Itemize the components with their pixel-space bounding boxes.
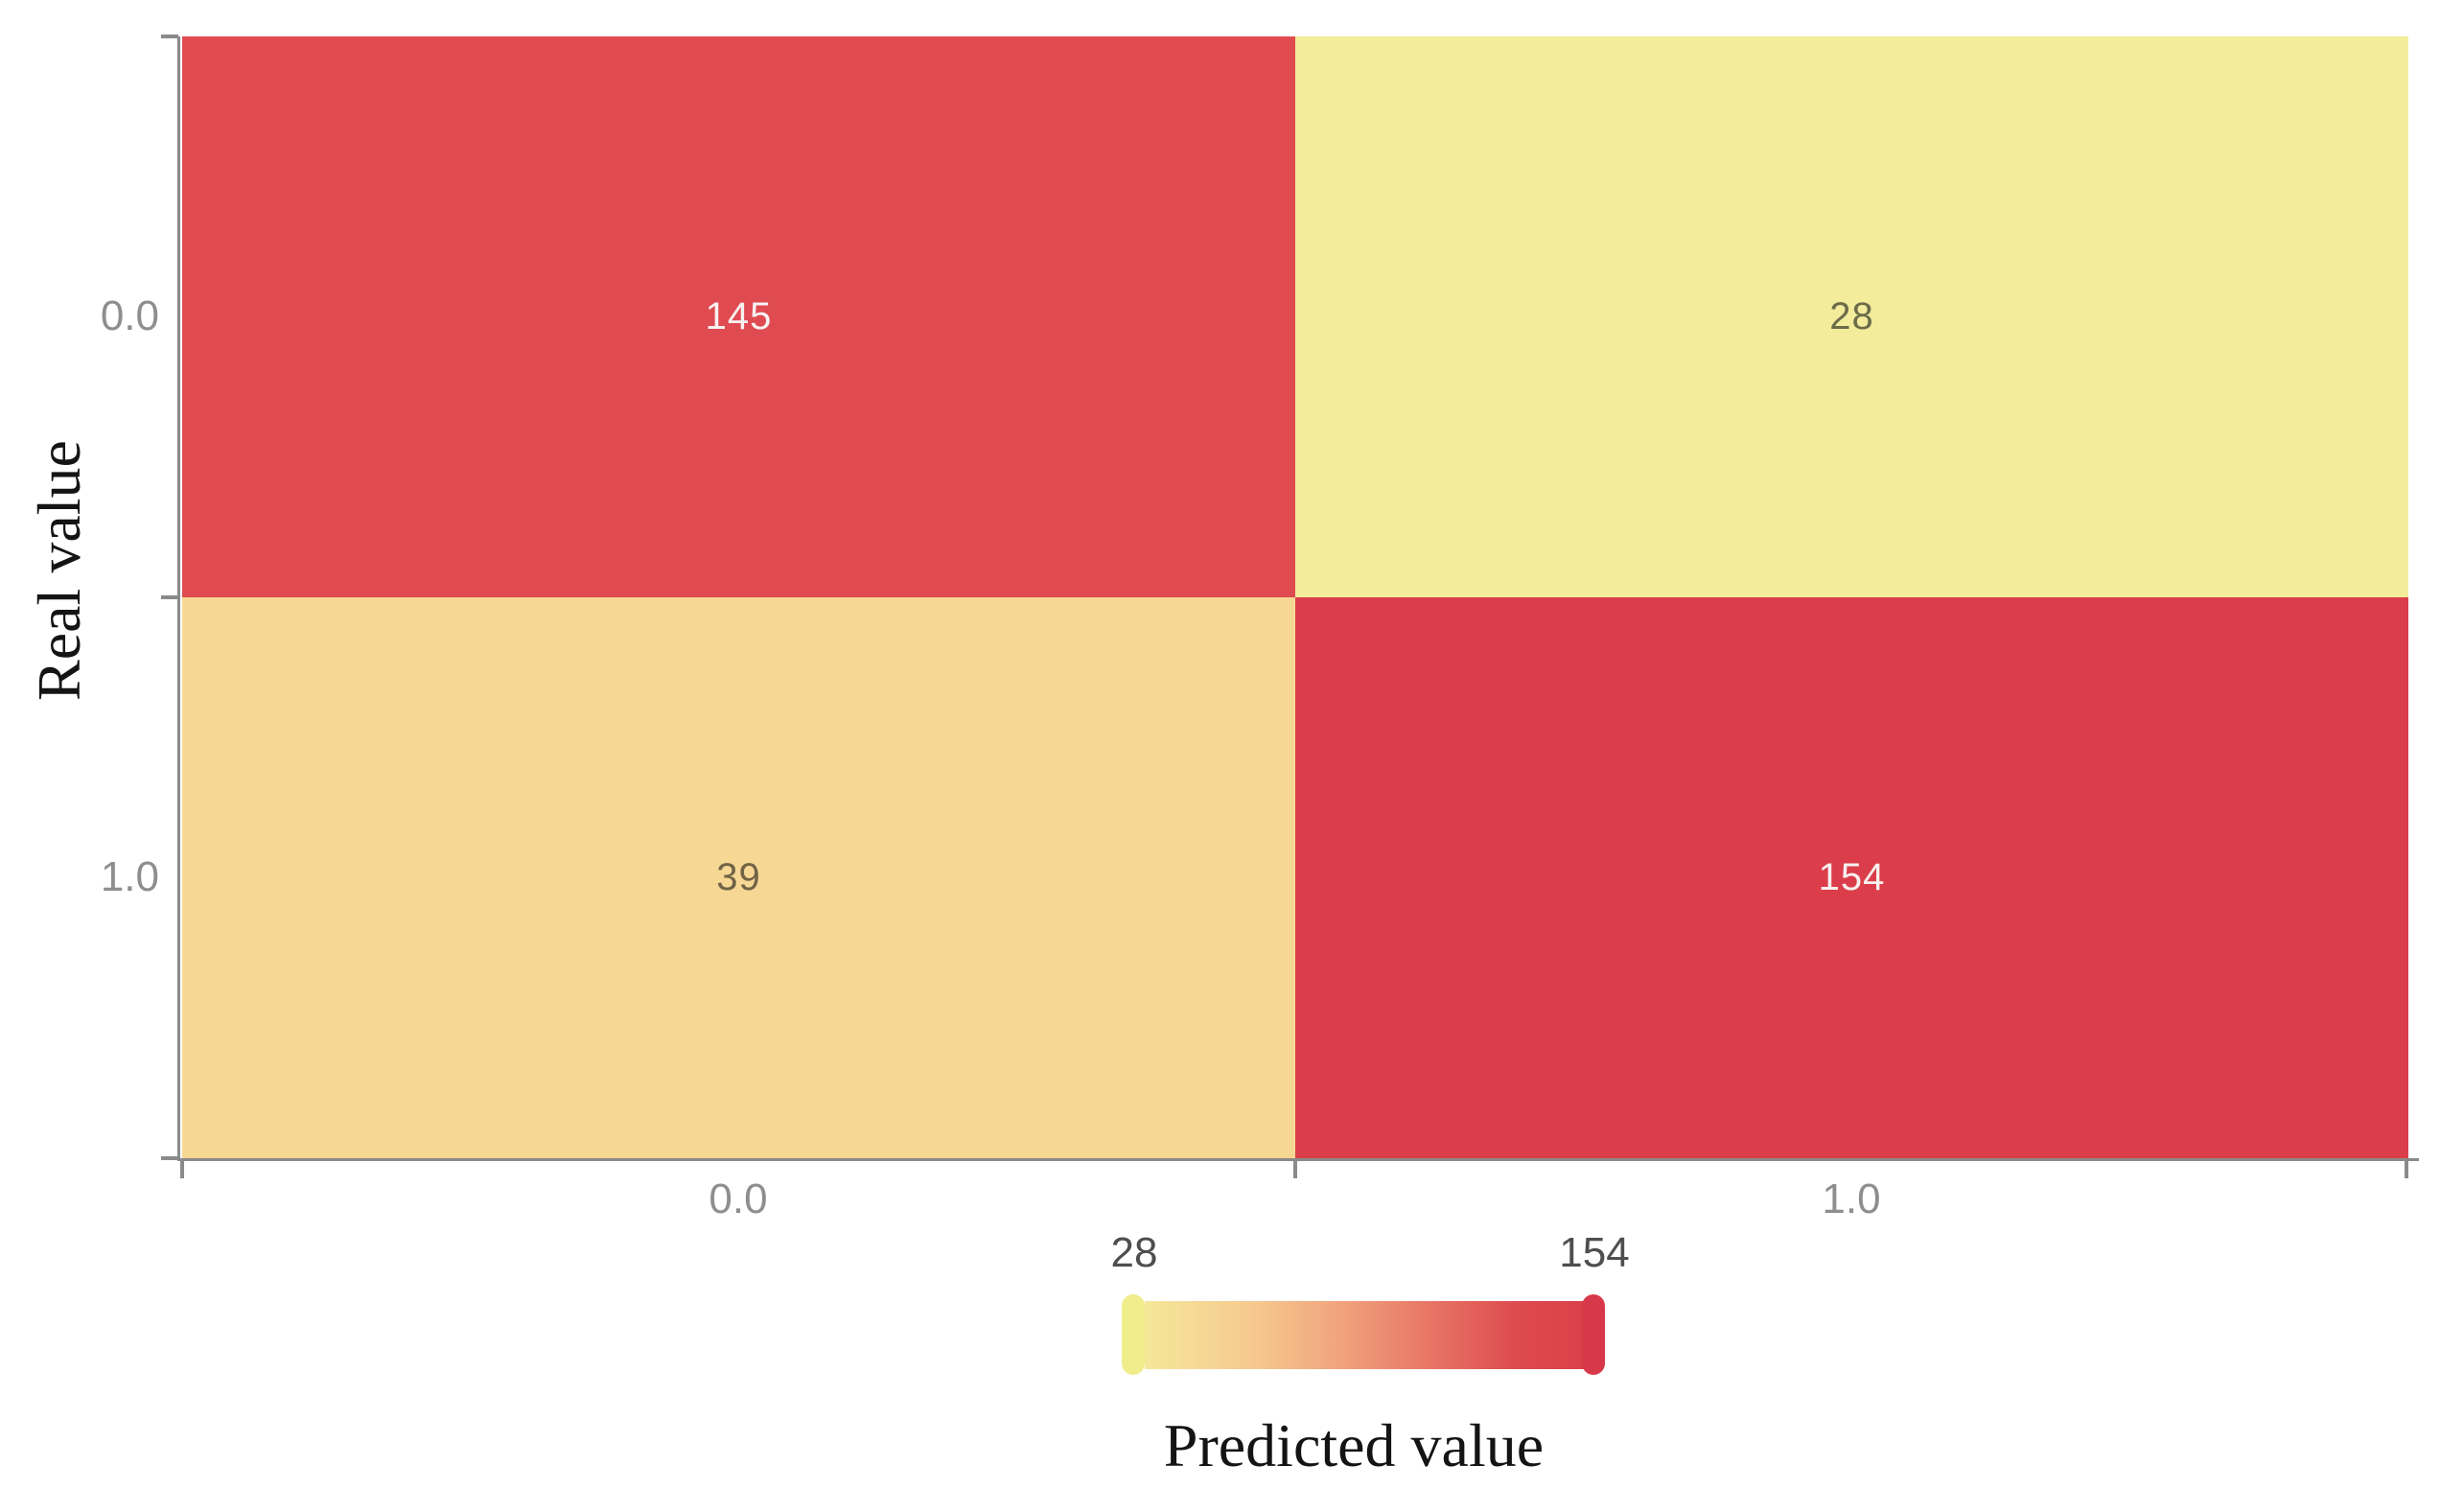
colorbar-right-cap <box>1582 1294 1605 1375</box>
heatmap-cell-real0-pred0: 145 <box>182 36 1295 597</box>
heatmap-cell-real1-pred1: 154 <box>1295 597 2408 1158</box>
x-tick-label-0: 0.0 <box>709 1175 768 1222</box>
x-axis-tick <box>1293 1161 1297 1178</box>
y-axis-tick <box>161 1156 178 1160</box>
colorbar-gradient <box>1145 1301 1584 1369</box>
y-tick-label-1: 1.0 <box>100 853 159 900</box>
cell-value-label: 145 <box>705 295 773 337</box>
y-axis-title: Real value <box>25 440 93 701</box>
heatmap-cell-real1-pred0: 39 <box>182 597 1295 1158</box>
heatmap-cell-real0-pred1: 28 <box>1295 36 2408 597</box>
colorbar-min-label: 28 <box>1110 1229 1158 1276</box>
x-axis-title: Predicted value <box>1163 1411 1545 1479</box>
cell-value-label: 154 <box>1818 856 1886 898</box>
heatmap-plot-area: 145 28 39 154 <box>182 36 2408 1158</box>
x-tick-label-1: 1.0 <box>1822 1175 1881 1222</box>
y-axis-tick <box>161 35 178 38</box>
cell-value-label: 39 <box>716 856 761 898</box>
y-axis-tick <box>161 595 178 599</box>
x-axis-tick <box>2405 1161 2408 1178</box>
colorbar-left-cap <box>1122 1294 1145 1375</box>
x-axis-tick <box>180 1161 184 1178</box>
x-axis-line <box>177 1158 2419 1161</box>
colorbar-max-label: 154 <box>1559 1229 1630 1276</box>
y-axis-line <box>177 36 180 1161</box>
cell-value-label: 28 <box>1829 295 1874 337</box>
y-tick-label-0: 0.0 <box>100 292 159 339</box>
